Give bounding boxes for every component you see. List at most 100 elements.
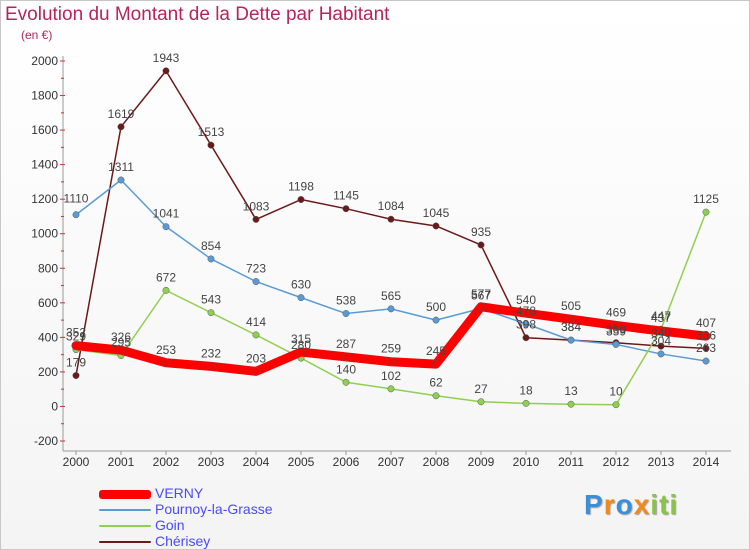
data-label: 253 bbox=[156, 343, 176, 357]
data-point bbox=[117, 176, 125, 184]
x-tick-label: 2007 bbox=[378, 455, 405, 469]
data-label: 1083 bbox=[243, 199, 270, 213]
x-tick-label: 2012 bbox=[603, 455, 630, 469]
y-tick-label: 400 bbox=[38, 330, 58, 344]
data-point bbox=[387, 305, 395, 313]
y-tick-label: 2000 bbox=[31, 54, 58, 68]
y-tick-label: 1800 bbox=[31, 89, 58, 103]
x-tick-label: 2002 bbox=[153, 455, 180, 469]
data-point bbox=[207, 141, 215, 149]
data-label: 1619 bbox=[108, 107, 135, 121]
data-point bbox=[612, 401, 620, 409]
data-point bbox=[702, 208, 710, 216]
x-tick-label: 2011 bbox=[558, 455, 584, 469]
data-label: 384 bbox=[561, 320, 581, 334]
data-label: 352 bbox=[66, 326, 86, 340]
data-label: 414 bbox=[246, 315, 266, 329]
data-label: 1311 bbox=[108, 160, 134, 174]
data-label: 315 bbox=[291, 332, 311, 346]
x-tick-label: 2006 bbox=[333, 455, 360, 469]
data-label: 369 bbox=[606, 323, 626, 337]
data-point bbox=[207, 309, 215, 317]
data-label: 1110 bbox=[64, 192, 89, 206]
data-label: 259 bbox=[381, 342, 401, 356]
x-tick-label: 2005 bbox=[288, 455, 315, 469]
x-tick-label: 2008 bbox=[423, 455, 450, 469]
y-tick-label: 1200 bbox=[31, 192, 58, 206]
data-label: 1045 bbox=[423, 206, 450, 220]
data-label: 437 bbox=[651, 311, 671, 325]
legend-label: Goin bbox=[155, 517, 185, 533]
brand-letter: x bbox=[633, 489, 651, 520]
data-point bbox=[522, 334, 530, 342]
data-label: 203 bbox=[246, 351, 266, 365]
data-label: 1513 bbox=[198, 125, 225, 139]
data-label: 62 bbox=[429, 376, 443, 390]
data-point bbox=[387, 385, 395, 393]
brand-letter: r bbox=[603, 489, 616, 520]
data-label: 540 bbox=[516, 293, 536, 307]
data-point bbox=[162, 286, 170, 294]
data-point bbox=[116, 345, 126, 355]
data-point bbox=[207, 255, 215, 263]
data-point bbox=[477, 241, 485, 249]
y-tick-label: 800 bbox=[38, 261, 58, 275]
data-point bbox=[342, 378, 350, 386]
data-label: 500 bbox=[426, 300, 446, 314]
data-label: 565 bbox=[381, 289, 401, 303]
data-point bbox=[567, 400, 575, 408]
x-tick-label: 2000 bbox=[63, 455, 90, 469]
data-label: 1041 bbox=[153, 207, 180, 221]
data-point bbox=[432, 222, 440, 230]
data-point bbox=[71, 341, 81, 350]
data-point bbox=[657, 350, 665, 358]
y-tick-label: 0 bbox=[51, 399, 58, 413]
y-tick-label: 1400 bbox=[31, 158, 58, 172]
data-label: 543 bbox=[201, 293, 221, 307]
data-label: 577 bbox=[471, 287, 491, 301]
data-point bbox=[432, 392, 440, 400]
x-tick-label: 2010 bbox=[513, 455, 540, 469]
data-label: 1198 bbox=[288, 180, 314, 194]
x-tick-label: 2001 bbox=[108, 455, 135, 469]
data-label: 329 bbox=[66, 330, 86, 344]
data-point bbox=[702, 344, 710, 352]
data-label: 935 bbox=[471, 225, 491, 239]
data-point bbox=[251, 367, 261, 376]
data-point bbox=[702, 357, 710, 365]
y-tick-label: 200 bbox=[38, 365, 58, 379]
data-label: 232 bbox=[201, 346, 221, 360]
x-tick-label: 2003 bbox=[198, 455, 225, 469]
data-label: 280 bbox=[291, 338, 311, 352]
data-point bbox=[342, 310, 350, 317]
data-label: 384 bbox=[561, 320, 581, 334]
data-label: 1943 bbox=[153, 51, 180, 65]
data-label: 10 bbox=[609, 385, 623, 399]
data-label: 18 bbox=[519, 383, 533, 397]
data-point bbox=[431, 359, 441, 369]
x-tick-label: 2004 bbox=[243, 455, 270, 469]
legend-swatch bbox=[99, 490, 151, 499]
chart-title: Evolution du Montant de la Dette par Hab… bbox=[5, 4, 390, 25]
data-point bbox=[297, 196, 305, 203]
legend-swatch bbox=[99, 541, 151, 543]
y-tick-label: 1600 bbox=[31, 123, 58, 137]
data-point bbox=[566, 314, 576, 324]
legend-swatch bbox=[99, 525, 151, 527]
legend-swatch bbox=[99, 509, 151, 511]
legend-label: VERNY bbox=[155, 485, 204, 501]
data-point bbox=[342, 205, 350, 213]
data-label: 407 bbox=[696, 316, 716, 330]
data-label: 295 bbox=[111, 336, 131, 350]
data-label: 469 bbox=[606, 305, 626, 319]
data-point bbox=[161, 358, 171, 368]
data-point bbox=[296, 347, 306, 357]
x-tick-label: 2009 bbox=[468, 455, 495, 469]
data-label: 359 bbox=[606, 324, 626, 338]
data-point bbox=[522, 399, 530, 407]
legend-label: Chérisey bbox=[155, 533, 211, 549]
data-label: 567 bbox=[471, 289, 491, 303]
data-label: 1145 bbox=[333, 189, 359, 203]
